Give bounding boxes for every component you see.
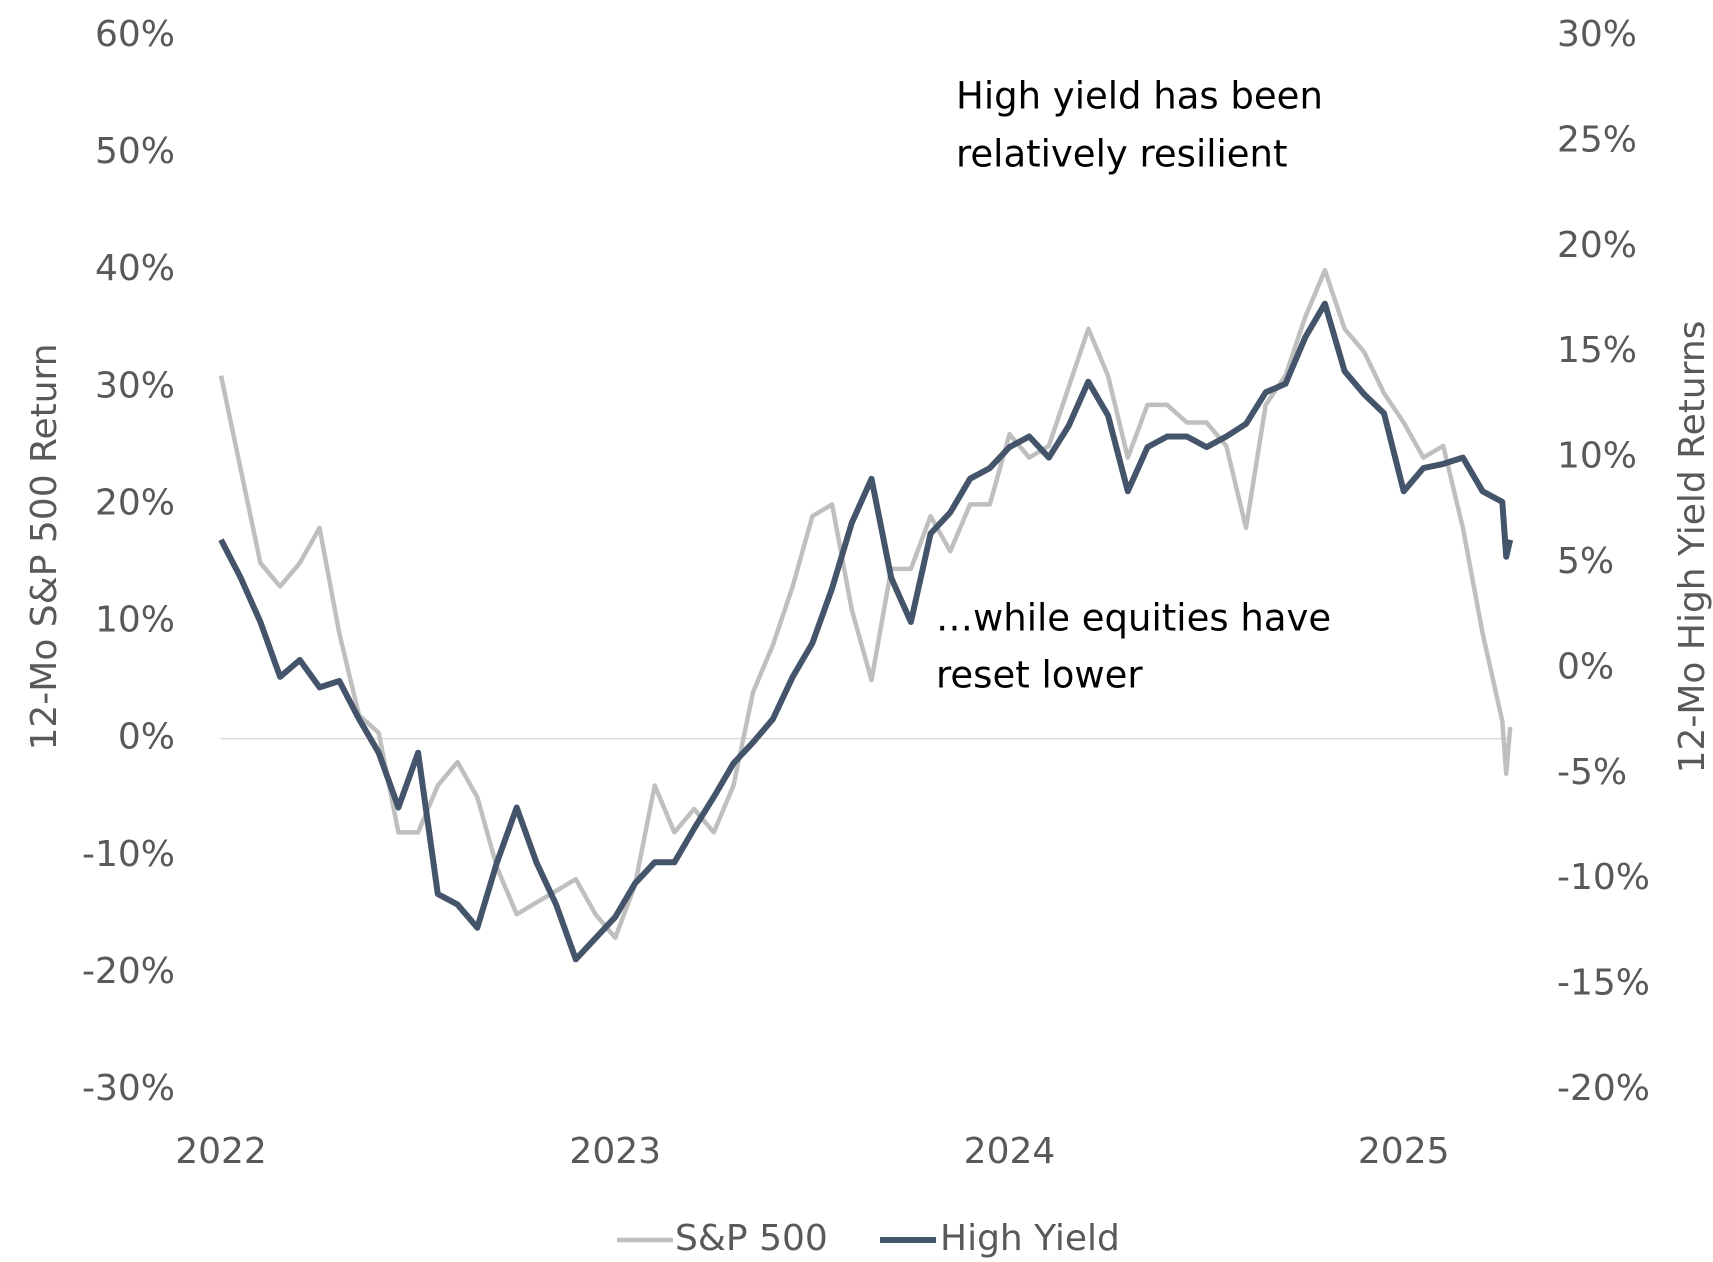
y2-tick-label: -10% bbox=[1557, 857, 1650, 898]
x-tick-label: 2025 bbox=[1358, 1131, 1450, 1172]
x-tick-label: 2023 bbox=[569, 1131, 661, 1172]
y-tick-label: 60% bbox=[95, 14, 175, 55]
y2-tick-label: 30% bbox=[1557, 14, 1637, 55]
y2-tick-label: 20% bbox=[1557, 225, 1637, 266]
y2-tick-label: -5% bbox=[1557, 752, 1627, 793]
y-tick-label: 0% bbox=[118, 717, 175, 758]
series-line bbox=[218, 300, 1514, 963]
y2-tick-label: 25% bbox=[1557, 119, 1637, 160]
legend-label: High Yield bbox=[940, 1218, 1120, 1259]
y2-tick-label: -20% bbox=[1557, 1068, 1650, 1109]
y-tick-label: 40% bbox=[95, 248, 175, 289]
y2-tick-label: -15% bbox=[1557, 963, 1650, 1004]
annotation: …while equities have bbox=[936, 597, 1331, 640]
y-tick-label: 20% bbox=[95, 482, 175, 523]
y-tick-label: -20% bbox=[82, 951, 175, 992]
y-tick-label: -30% bbox=[82, 1068, 175, 1109]
y-tick-label: 50% bbox=[95, 131, 175, 172]
annotation: reset lower bbox=[936, 654, 1143, 697]
y-tick-label: -10% bbox=[82, 834, 175, 875]
y2-tick-label: 5% bbox=[1557, 541, 1614, 582]
annotation: High yield has been bbox=[956, 75, 1323, 118]
series-line bbox=[218, 267, 1513, 941]
y2-tick-label: 0% bbox=[1557, 646, 1614, 687]
y2-tick-label: 15% bbox=[1557, 330, 1637, 371]
x-tick-label: 2022 bbox=[175, 1131, 267, 1172]
legend-label: S&P 500 bbox=[675, 1218, 828, 1259]
annotation: relatively resilient bbox=[956, 133, 1288, 176]
y2-tick-label: 10% bbox=[1557, 436, 1637, 477]
y-axis-title: 12-Mo S&P 500 Return bbox=[24, 343, 65, 750]
y2-axis-title: 12-Mo High Yield Returns bbox=[1672, 321, 1713, 774]
y-tick-label: 30% bbox=[95, 365, 175, 406]
y-tick-label: 10% bbox=[95, 600, 175, 641]
x-tick-label: 2024 bbox=[964, 1131, 1056, 1172]
